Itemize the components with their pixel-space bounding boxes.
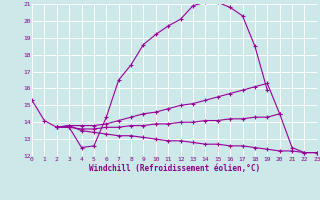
X-axis label: Windchill (Refroidissement éolien,°C): Windchill (Refroidissement éolien,°C) [89, 164, 260, 173]
